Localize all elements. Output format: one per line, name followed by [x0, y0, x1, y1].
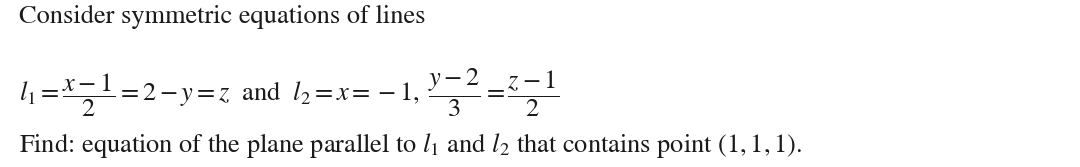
Text: Consider symmetric equations of lines: Consider symmetric equations of lines: [19, 5, 426, 29]
Text: $l_1 = \dfrac{x-1}{2} = 2 - y = z \text{  and  } l_2 = x = -1, \; \dfrac{y-2}{3}: $l_1 = \dfrac{x-1}{2} = 2 - y = z \text{…: [19, 67, 559, 119]
Text: Find: equation of the plane parallel to $l_1$ and $l_2$ that contains point $(1,: Find: equation of the plane parallel to …: [19, 131, 802, 160]
